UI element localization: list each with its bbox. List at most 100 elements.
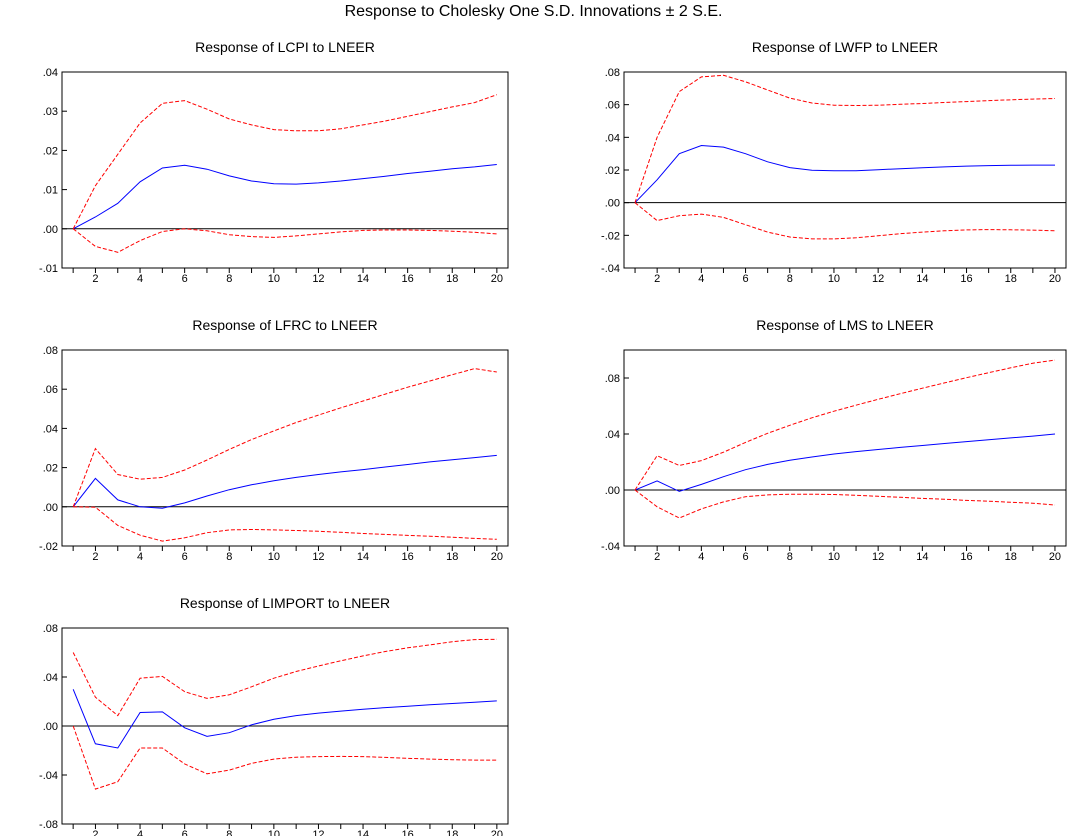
- x-tick-label: 12: [312, 551, 324, 563]
- lower-band-line-lms: [634, 489, 1056, 519]
- y-tick-label: .08: [605, 373, 620, 385]
- lower-band-line-lcpi: [72, 228, 497, 253]
- response-line-lwfp: [634, 144, 1055, 204]
- response-line-limport: [72, 689, 497, 749]
- y-tick-label: .06: [43, 384, 58, 396]
- x-tick-label: 16: [402, 551, 414, 563]
- upper-band-line-lcpi: [72, 94, 497, 230]
- x-tick-label: 14: [357, 551, 369, 563]
- x-tick-label: 6: [182, 551, 188, 563]
- y-tick-label: .08: [43, 345, 58, 357]
- plot-frame-lcpi: [61, 71, 509, 269]
- y-tick-label: .04: [605, 132, 620, 144]
- x-tick-label: 10: [268, 273, 280, 285]
- x-tick-label: 4: [137, 829, 143, 836]
- y-tick-label: .00: [605, 485, 620, 497]
- upper-band-line-lms: [634, 359, 1056, 491]
- y-tick-label: .01: [43, 185, 58, 197]
- y-tick-label: .04: [605, 429, 620, 441]
- y-tick-label: .04: [43, 672, 58, 684]
- y-tick-label: .00: [605, 198, 620, 210]
- x-tick-label: 18: [446, 551, 458, 563]
- plot-frame-lms: [623, 349, 1067, 547]
- x-tick-label: 12: [872, 273, 884, 285]
- y-tick-label: .00: [43, 224, 58, 236]
- upper-band-line-lfrc: [72, 368, 497, 507]
- y-tick-label: .08: [605, 67, 620, 79]
- upper-band-line-limport: [72, 638, 497, 717]
- x-tick-label: 2: [654, 273, 660, 285]
- x-tick-label: 2: [654, 551, 660, 563]
- x-tick-label: 4: [698, 551, 704, 563]
- x-tick-label: 18: [1005, 551, 1017, 563]
- y-tick-label: .00: [43, 502, 58, 514]
- x-tick-label: 8: [787, 551, 793, 563]
- x-tick-label: 16: [960, 551, 972, 563]
- y-tick-label: -.02: [601, 230, 620, 242]
- x-tick-label: 14: [357, 829, 369, 836]
- panel-title-lfrc: Response of LFRC to LNEER: [192, 317, 377, 333]
- panel-title-lcpi: Response of LCPI to LNEER: [195, 39, 375, 55]
- x-tick-label: 14: [916, 273, 928, 285]
- lower-band-line-limport: [72, 725, 497, 790]
- x-tick-label: 8: [226, 551, 232, 563]
- panel-title-limport: Response of LIMPORT to LNEER: [180, 595, 390, 611]
- upper-band-line-lwfp: [634, 74, 1056, 203]
- x-tick-label: 12: [312, 273, 324, 285]
- x-tick-label: 16: [402, 273, 414, 285]
- y-tick-label: -.04: [601, 541, 620, 553]
- x-tick-label: 6: [742, 273, 748, 285]
- panel-lms: Response of LMS to LNEER -.04 .00 .04 .08 2 4 6…: [601, 317, 1067, 563]
- response-line-lcpi: [72, 164, 497, 230]
- lower-band-line-lwfp: [634, 202, 1056, 240]
- x-tick-label: 12: [872, 551, 884, 563]
- y-tick-label: .04: [43, 67, 58, 79]
- y-tick-label: -.08: [39, 819, 58, 831]
- x-tick-label: 4: [137, 273, 143, 285]
- x-tick-label: 6: [182, 273, 188, 285]
- x-tick-label: 16: [960, 273, 972, 285]
- response-line-lfrc: [72, 454, 497, 509]
- x-tick-label: 18: [446, 829, 458, 836]
- x-tick-label: 20: [491, 829, 503, 836]
- x-tick-label: 10: [828, 273, 840, 285]
- response-line-lms: [634, 433, 1056, 492]
- y-tick-label: -.02: [39, 541, 58, 553]
- x-tick-label: 2: [92, 551, 98, 563]
- y-tick-label: .04: [43, 423, 58, 435]
- y-tick-label: .06: [605, 100, 620, 112]
- x-tick-label: 8: [226, 829, 232, 836]
- x-tick-label: 6: [742, 551, 748, 563]
- x-tick-label: 10: [268, 551, 280, 563]
- x-tick-label: 4: [137, 551, 143, 563]
- y-tick-label: .08: [43, 623, 58, 635]
- x-tick-label: 18: [1005, 273, 1017, 285]
- panel-lcpi: Response of LCPI to LNEER -.01 .00 .01 .02 .0…: [39, 39, 509, 285]
- y-tick-label: .02: [605, 165, 620, 177]
- x-tick-label: 20: [491, 273, 503, 285]
- x-tick-label: 14: [357, 273, 369, 285]
- x-tick-label: 12: [312, 829, 324, 836]
- y-tick-label: -.04: [601, 263, 620, 275]
- x-tick-label: 8: [787, 273, 793, 285]
- plot-frame-lfrc: [61, 349, 509, 547]
- x-tick-label: 20: [491, 551, 503, 563]
- lower-band-line-lfrc: [73, 506, 497, 542]
- panel-lwfp: Response of LWFP to LNEER -.04 -.02 .00 .02.…: [601, 39, 1067, 285]
- panel-title-lms: Response of LMS to LNEER: [756, 317, 933, 333]
- panel-limport: Response of LIMPORT to LNEER -.08 -.04 .00.…: [39, 595, 509, 836]
- x-tick-label: 8: [226, 273, 232, 285]
- plot-frame-lwfp: [623, 71, 1067, 269]
- y-tick-label: .02: [43, 145, 58, 157]
- x-tick-label: 2: [92, 273, 98, 285]
- x-tick-label: 18: [446, 273, 458, 285]
- panel-title-lwfp: Response of LWFP to LNEER: [752, 39, 938, 55]
- x-tick-label: 10: [828, 551, 840, 563]
- panel-lfrc: Response of LFRC to LNEER -.02 .00 .02 .04 .0…: [39, 317, 509, 563]
- x-tick-label: 14: [916, 551, 928, 563]
- x-tick-label: 20: [1049, 273, 1061, 285]
- y-tick-label: .03: [43, 106, 58, 118]
- y-tick-label: .02: [43, 463, 58, 475]
- page-title: Response to Cholesky One S.D. Innovation…: [344, 3, 723, 20]
